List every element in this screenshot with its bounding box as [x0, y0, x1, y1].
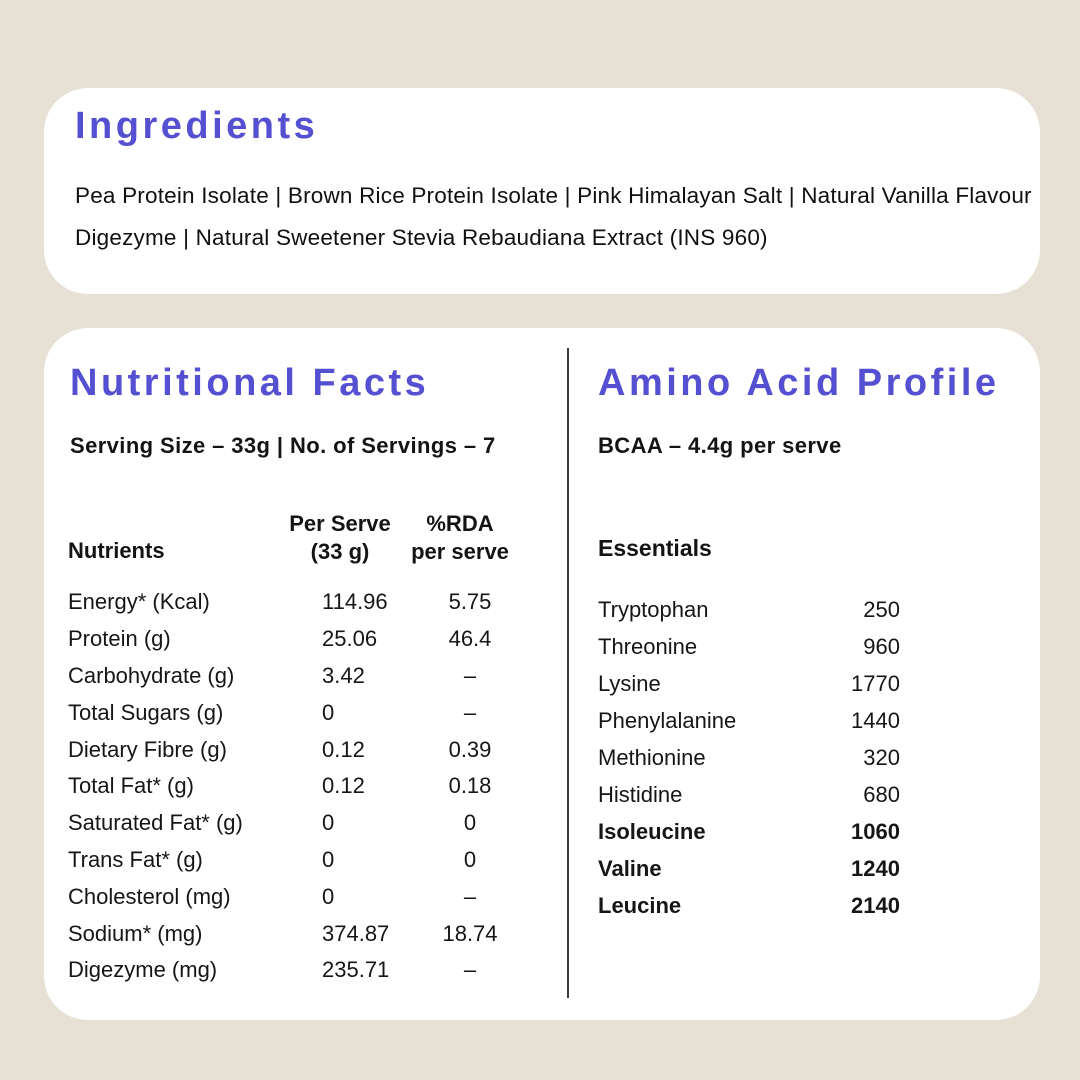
rda-header-line2: per serve — [411, 539, 509, 564]
nutrient-per-serve-value: 0 — [322, 699, 335, 725]
nutrient-rda-value: 0 — [463, 810, 477, 836]
nutrient-rda-value: 0.18 — [448, 773, 492, 799]
nutrient-row: Total Fat* (g) 0.12 0.18 — [68, 768, 568, 805]
nutrient-per-serve-value: 114.96 — [322, 589, 388, 615]
nutrient-per-serve-value: 3.42 — [322, 662, 365, 688]
amino-acid-value: 250 — [863, 596, 900, 622]
nutrient-per-serve-value: 0 — [322, 846, 335, 872]
amino-acid-row: Tryptophan 250 — [598, 591, 900, 628]
per-serve-header-line1: Per Serve — [289, 511, 391, 536]
nutrient-rda-value: – — [463, 957, 477, 983]
nutrient-name: Total Fat* (g) — [68, 773, 194, 799]
nutrient-row: Trans Fat* (g) 0 0 — [68, 842, 568, 879]
nutrient-per-serve-value: 25.06 — [322, 626, 378, 652]
nutrient-name: Dietary Fibre (g) — [68, 736, 227, 762]
nutrient-name: Saturated Fat* (g) — [68, 810, 243, 836]
amino-acid-row: Histidine 680 — [598, 776, 900, 813]
amino-acid-row: Methionine 320 — [598, 739, 900, 776]
nutrient-row: Sodium* (mg) 374.87 18.74 — [68, 915, 568, 952]
nutrient-row: Carbohydrate (g) 3.42 – — [68, 658, 568, 695]
amino-acid-row: Isoleucine 1060 — [598, 813, 900, 850]
nutrient-row: Digezyme (mg) 235.71 – — [68, 952, 568, 989]
amino-acid-value: 2140 — [851, 892, 900, 918]
nutrient-rda-value: – — [463, 662, 477, 688]
amino-acid-row: Threonine 960 — [598, 628, 900, 665]
nutrient-per-serve-value: 0 — [322, 810, 335, 836]
amino-acid-name: Tryptophan — [598, 596, 709, 622]
nutrient-per-serve-value: 0 — [322, 883, 335, 909]
nutrient-per-serve-value: 374.87 — [322, 920, 390, 946]
bcaa-info: BCAA – 4.4g per serve — [598, 433, 842, 458]
nutrient-rda-value: 0.39 — [448, 736, 492, 762]
per-serve-header-line2: (33 g) — [310, 539, 370, 564]
amino-acid-name: Valine — [598, 855, 662, 881]
nutrient-name: Trans Fat* (g) — [68, 846, 203, 872]
amino-acid-row: Leucine 2140 — [598, 887, 900, 924]
ingredients-card: Ingredients Pea Protein Isolate | Brown … — [44, 88, 1040, 294]
serving-size-info: Serving Size – 33g | No. of Servings – 7 — [70, 433, 496, 458]
nutrient-name: Digezyme (mg) — [68, 957, 218, 983]
amino-acid-row: Phenylalanine 1440 — [598, 702, 900, 739]
nutrient-name: Cholesterol (mg) — [68, 883, 231, 909]
nutrient-row: Saturated Fat* (g) 0 0 — [68, 805, 568, 842]
nutrient-rda-value: 46.4 — [448, 626, 492, 652]
nutrient-row: Dietary Fibre (g) 0.12 0.39 — [68, 731, 568, 768]
amino-acid-name: Phenylalanine — [598, 707, 737, 733]
nutritional-facts-title: Nutritional Facts — [70, 362, 430, 404]
amino-acid-value: 1240 — [851, 855, 900, 881]
column-header-rda: %RDA per serve — [400, 510, 520, 566]
nutrient-name: Sodium* (mg) — [68, 920, 203, 946]
nutrient-rda-value: 5.75 — [448, 589, 492, 615]
amino-acid-name: Threonine — [598, 633, 698, 659]
nutrient-rda-value: – — [463, 883, 477, 909]
ingredients-line-1: Pea Protein Isolate | Brown Rice Protein… — [75, 183, 1032, 208]
nutrient-rda-value: 0 — [463, 846, 477, 872]
amino-acid-value: 1440 — [851, 707, 900, 733]
essentials-label: Essentials — [598, 535, 712, 561]
nutrient-rda-value: 18.74 — [442, 920, 498, 946]
amino-acid-name: Leucine — [598, 892, 682, 918]
nutrient-name: Protein (g) — [68, 626, 171, 652]
nutrient-row: Cholesterol (mg) 0 – — [68, 878, 568, 915]
amino-acid-value: 320 — [863, 744, 900, 770]
amino-acid-name: Methionine — [598, 744, 706, 770]
amino-acid-name: Histidine — [598, 781, 683, 807]
amino-acid-row: Lysine 1770 — [598, 665, 900, 702]
amino-acid-row: Valine 1240 — [598, 850, 900, 887]
amino-acid-name: Lysine — [598, 670, 661, 696]
ingredients-title: Ingredients — [75, 105, 319, 147]
amino-acid-value: 1060 — [851, 818, 900, 844]
nutrient-name: Energy* (Kcal) — [68, 589, 210, 615]
amino-acid-name: Isoleucine — [598, 818, 706, 844]
nutrient-per-serve-value: 235.71 — [322, 957, 390, 983]
nutrient-row: Protein (g) 25.06 46.4 — [68, 621, 568, 658]
nutrient-name: Carbohydrate (g) — [68, 662, 235, 688]
nutrition-table-body: Energy* (Kcal) 114.96 5.75 Protein (g) 2… — [68, 584, 568, 989]
nutrient-per-serve-value: 0.12 — [322, 773, 365, 799]
column-header-per-serve: Per Serve (33 g) — [280, 510, 400, 566]
amino-acid-value: 960 — [863, 633, 900, 659]
facts-card: Nutritional Facts Serving Size – 33g | N… — [44, 328, 1040, 1020]
nutrient-per-serve-value: 0.12 — [322, 736, 365, 762]
nutrient-row: Total Sugars (g) 0 – — [68, 694, 568, 731]
nutrient-rda-value: – — [463, 699, 477, 725]
amino-acid-value: 680 — [863, 781, 900, 807]
nutrient-row: Energy* (Kcal) 114.96 5.75 — [68, 584, 568, 621]
amino-acid-profile-title: Amino Acid Profile — [598, 362, 1000, 404]
rda-header-line1: %RDA — [426, 511, 494, 536]
column-divider — [567, 348, 569, 998]
nutrient-name: Total Sugars (g) — [68, 699, 224, 725]
amino-acid-list: Tryptophan 250 Threonine 960 Lysine 1770… — [598, 591, 900, 924]
ingredients-line-2: Digezyme | Natural Sweetener Stevia Reba… — [75, 225, 768, 250]
amino-acid-value: 1770 — [851, 670, 900, 696]
column-header-nutrients: Nutrients — [68, 538, 165, 563]
